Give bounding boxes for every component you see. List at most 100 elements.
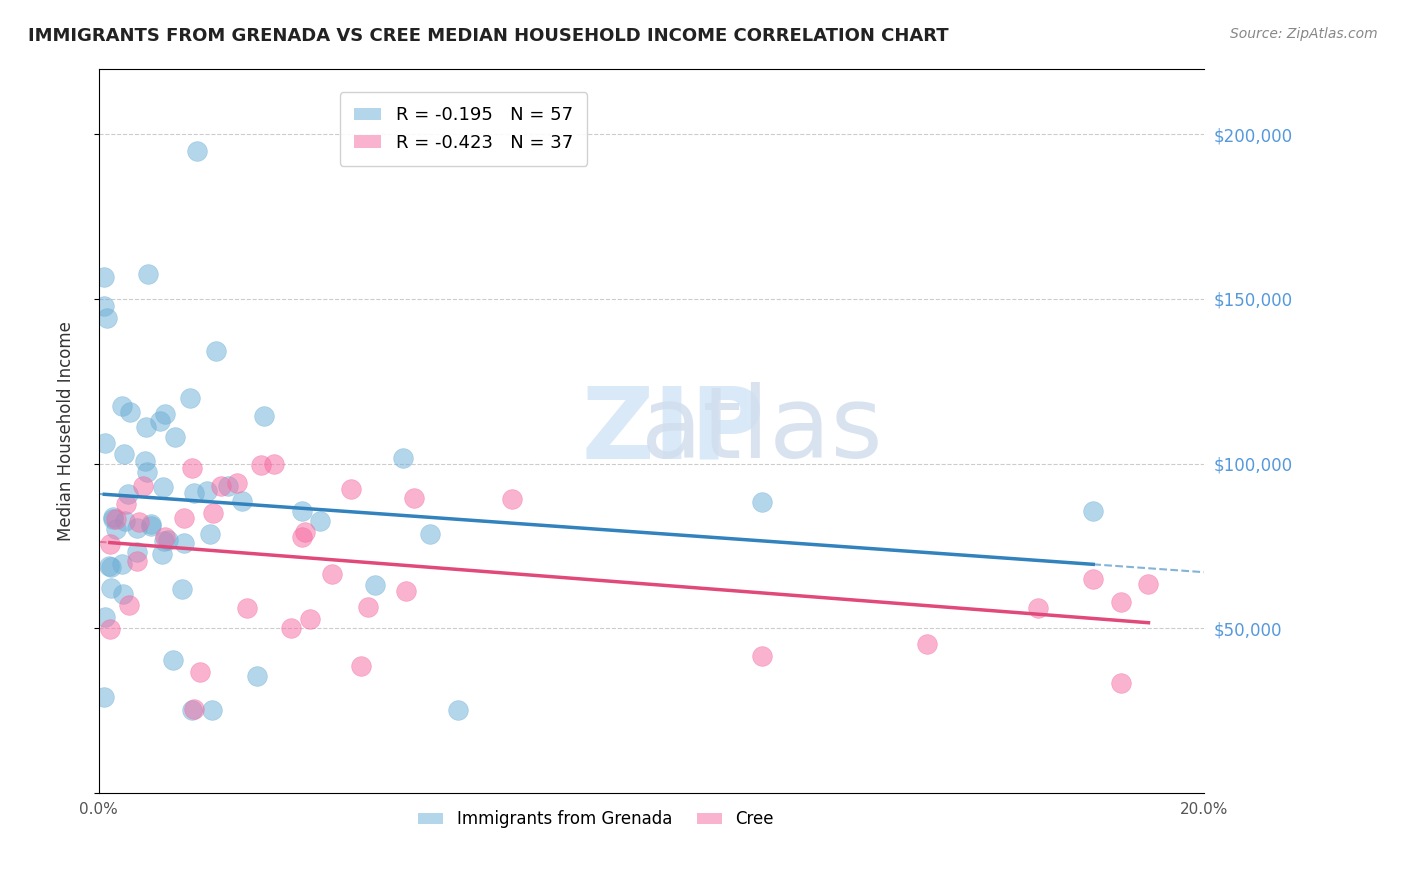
Point: [173, 511, 195, 525]
Point: [263, 457, 285, 471]
Point: [111, 587, 134, 601]
Point: [155, 407, 177, 421]
Point: [751, 648, 773, 663]
Point: [181, 703, 204, 717]
Point: [96, 310, 118, 325]
Point: [201, 506, 224, 520]
Point: [162, 652, 184, 666]
Point: [128, 515, 150, 529]
Point: [93, 298, 115, 312]
Point: [447, 703, 470, 717]
Point: [402, 491, 425, 506]
Point: [195, 484, 218, 499]
Point: [751, 495, 773, 509]
Point: [139, 518, 162, 533]
Legend: Immigrants from Grenada, Cree: Immigrants from Grenada, Cree: [412, 804, 780, 835]
Point: [917, 637, 939, 651]
Point: [1137, 577, 1160, 591]
Point: [209, 478, 232, 492]
Point: [117, 599, 139, 613]
Point: [104, 511, 127, 525]
Point: [131, 479, 153, 493]
Point: [103, 509, 125, 524]
Point: [152, 480, 174, 494]
Point: [97, 559, 120, 574]
Point: [201, 703, 224, 717]
Point: [188, 665, 211, 679]
Point: [357, 599, 380, 614]
Point: [135, 419, 157, 434]
Point: [115, 497, 138, 511]
Point: [340, 482, 363, 496]
Point: [104, 522, 127, 536]
Point: [1109, 676, 1132, 690]
Point: [1083, 504, 1105, 518]
Point: [225, 475, 247, 490]
Text: Source: ZipAtlas.com: Source: ZipAtlas.com: [1230, 27, 1378, 41]
Point: [186, 144, 208, 158]
Point: [117, 487, 139, 501]
Point: [231, 494, 253, 508]
Point: [114, 514, 136, 528]
Y-axis label: Median Household Income: Median Household Income: [58, 320, 75, 541]
Point: [112, 447, 135, 461]
Point: [1083, 572, 1105, 586]
Text: atlas: atlas: [641, 382, 883, 479]
Text: IMMIGRANTS FROM GRENADA VS CREE MEDIAN HOUSEHOLD INCOME CORRELATION CHART: IMMIGRANTS FROM GRENADA VS CREE MEDIAN H…: [28, 27, 949, 45]
Point: [419, 526, 441, 541]
Point: [253, 409, 276, 424]
Point: [250, 458, 273, 472]
Point: [100, 560, 122, 574]
Point: [100, 582, 122, 596]
Point: [93, 690, 115, 704]
Point: [134, 454, 156, 468]
Point: [103, 512, 125, 526]
Point: [153, 530, 176, 544]
Point: [127, 545, 149, 559]
Point: [1026, 601, 1049, 615]
Point: [217, 478, 239, 492]
Point: [391, 451, 413, 466]
Point: [98, 537, 121, 551]
Point: [183, 701, 205, 715]
Point: [125, 554, 148, 568]
Point: [98, 622, 121, 636]
Point: [111, 558, 134, 572]
Point: [1109, 595, 1132, 609]
Point: [173, 536, 195, 550]
Point: [149, 414, 172, 428]
Point: [170, 582, 193, 597]
Point: [136, 267, 159, 281]
Point: [204, 344, 226, 359]
Point: [246, 669, 269, 683]
Point: [350, 658, 373, 673]
Point: [93, 269, 115, 284]
Point: [308, 514, 330, 528]
Point: [150, 547, 173, 561]
Point: [165, 429, 187, 443]
Point: [111, 399, 134, 413]
Point: [298, 612, 321, 626]
Point: [179, 391, 201, 405]
Point: [236, 600, 259, 615]
Point: [280, 622, 302, 636]
Point: [501, 491, 523, 506]
Point: [183, 485, 205, 500]
Point: [157, 533, 180, 548]
Text: ZIP: ZIP: [582, 382, 765, 479]
Point: [141, 517, 163, 532]
Point: [394, 583, 416, 598]
Point: [181, 460, 204, 475]
Point: [94, 436, 117, 450]
Point: [294, 524, 316, 539]
Point: [364, 578, 387, 592]
Point: [118, 405, 141, 419]
Point: [291, 530, 314, 544]
Point: [321, 567, 343, 582]
Point: [125, 521, 148, 535]
Point: [198, 527, 221, 541]
Point: [135, 465, 157, 479]
Point: [291, 504, 314, 518]
Point: [94, 609, 117, 624]
Point: [153, 533, 176, 548]
